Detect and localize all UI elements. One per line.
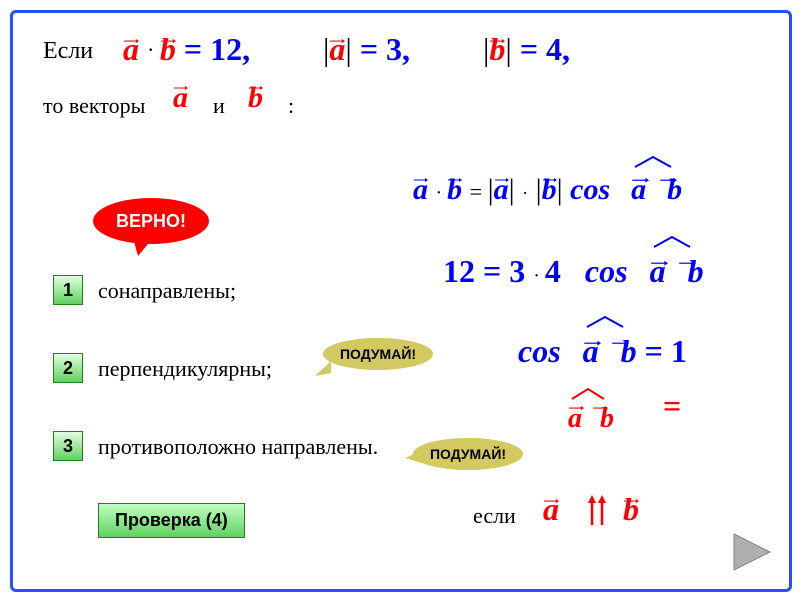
eq-4: = 4, xyxy=(520,31,570,67)
angle-ab-1: a b xyxy=(631,173,682,207)
vec-b-last: b xyxy=(623,491,639,528)
option-3-label: противоположно направлены. xyxy=(98,434,378,460)
f1-a: a xyxy=(413,173,428,207)
eq-3: = 3, xyxy=(360,31,410,67)
cos-3: cos xyxy=(518,333,561,369)
vec-a-mag: a xyxy=(329,31,345,68)
option-2-label: перпендикулярны; xyxy=(98,356,272,382)
vec-b: b xyxy=(160,31,176,68)
vec-a-2: a xyxy=(173,81,188,115)
then-vectors: то векторы xyxy=(43,93,145,119)
vec-a-last: a xyxy=(543,491,559,528)
f1-mag-b: b xyxy=(542,173,557,207)
codirection-arrows xyxy=(583,493,611,529)
think-tail-1 xyxy=(313,358,333,378)
think-callout-1: ПОДУМАЙ! xyxy=(323,338,433,370)
and-label: и xyxy=(213,93,225,119)
f1-b: b xyxy=(447,173,462,207)
option-2-button[interactable]: 2 xyxy=(53,353,83,383)
twelve: 12 xyxy=(443,253,475,289)
option-1-button[interactable]: 1 xyxy=(53,275,83,305)
label-if: Если xyxy=(43,38,93,65)
option-3-button[interactable]: 3 xyxy=(53,431,83,461)
correct-tail xyxy=(128,238,158,258)
angle-ab-3: a b xyxy=(583,333,637,370)
cos-2: cos xyxy=(585,253,628,289)
check-button[interactable]: Проверка (4) xyxy=(98,503,245,538)
next-button[interactable] xyxy=(730,530,774,574)
vec-a: a xyxy=(123,31,139,68)
three: 3 xyxy=(509,253,525,289)
if-word: если xyxy=(473,503,516,529)
cos-1: cos xyxy=(570,173,610,206)
eq-12: = 12, xyxy=(184,31,250,67)
four: 4 xyxy=(545,253,561,289)
angle-ab-4: a b xyxy=(568,403,614,435)
option-1-label: сонаправлены; xyxy=(98,278,236,304)
one: 1 xyxy=(671,333,687,369)
vec-b-mag: b xyxy=(489,31,505,68)
colon: : xyxy=(288,93,294,119)
eq-sign: = xyxy=(663,388,681,425)
vec-b-2: b xyxy=(248,81,263,115)
think-tail-2 xyxy=(403,448,423,468)
angle-ab-2: a b xyxy=(650,253,704,290)
think-callout-2: ПОДУМАЙ! xyxy=(413,438,523,470)
f1-mag-a: a xyxy=(494,173,509,207)
